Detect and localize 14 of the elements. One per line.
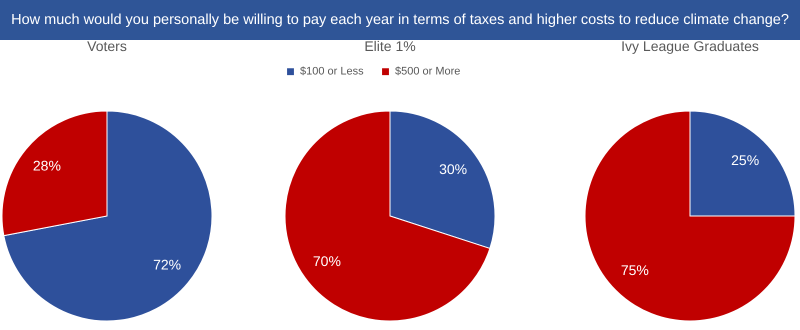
text: How much would you personally be willing to pay each year in terms of taxes and higher costs to reduce climate change? [11,12,789,28]
legend-label: $500 or More [395,66,460,78]
pie-slice [584,110,796,322]
chart-title: Ivy League Graduates [621,38,759,54]
chart-title: Voters [87,38,127,54]
data-label: 25% [731,152,760,168]
data-label: 72% [153,256,182,273]
data-label: 70% [312,252,341,269]
chart-title: Elite 1% [364,38,416,54]
data-label: 30% [439,161,468,178]
pie-slice [3,110,212,322]
data-label: 28% [32,157,61,174]
data-label: 75% [620,262,649,278]
legend-label: $100 or Less [300,66,364,78]
